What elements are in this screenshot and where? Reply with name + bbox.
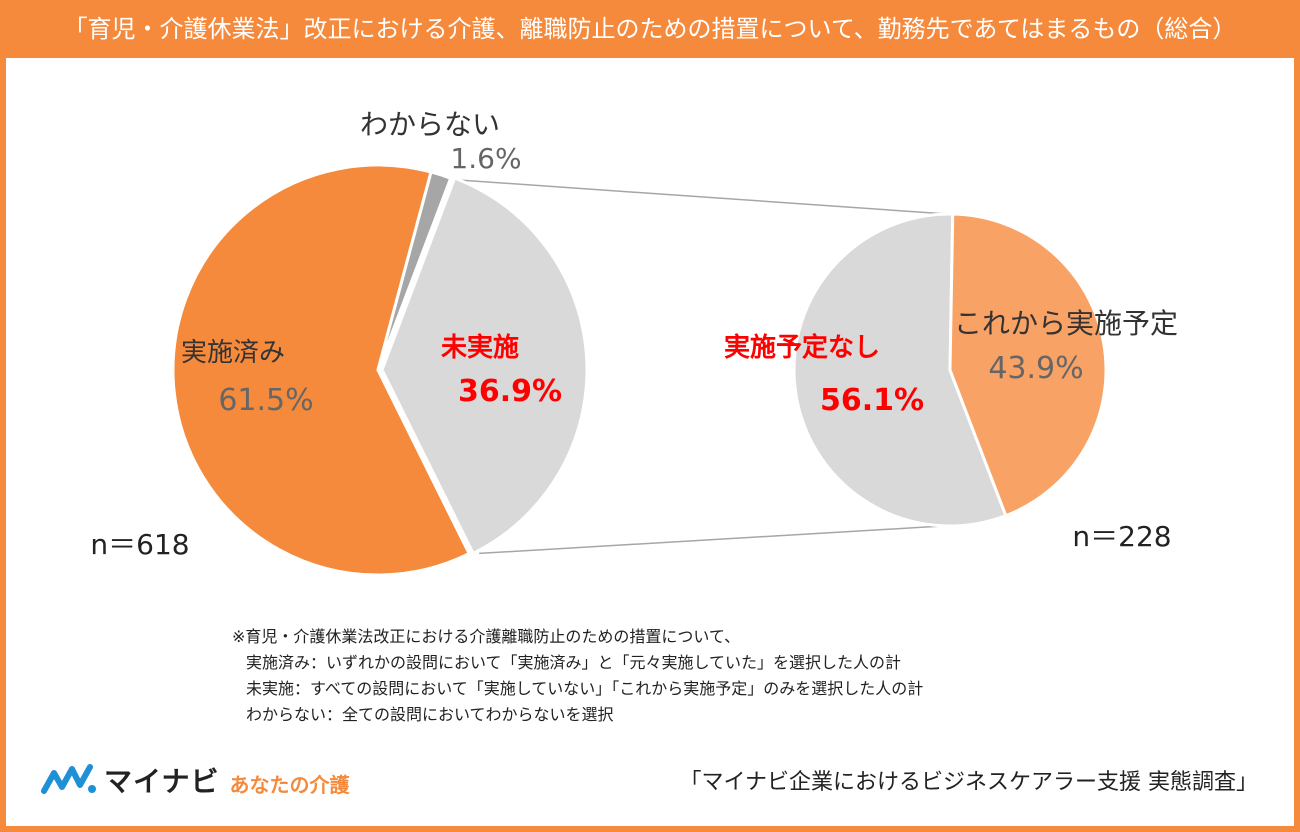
slice-label: わからない [360, 108, 500, 141]
slice-value-label: 61.5% [218, 383, 313, 418]
logo-sub-text: あなたの介護 [229, 772, 350, 797]
footnote-line: ※育児・介護休業法改正における介護離職防止のための措置について、 [232, 627, 741, 646]
slice-label: 実施済み [181, 338, 285, 368]
connector-line [460, 179, 948, 215]
mynavi-logo-icon [41, 764, 96, 794]
brand-logo: マイナビ あなたの介護 [40, 760, 349, 800]
slice-label: 未実施 [441, 332, 519, 363]
pie-slice-not-implemented [380, 176, 589, 555]
connector-line [479, 525, 945, 555]
footnote-line: 未実施：すべての設問において「実施していない」「これから実施予定」のみを選択した… [246, 679, 924, 698]
slice-label: これから実施予定 [954, 307, 1178, 340]
sample-size-label: n＝618 [90, 528, 189, 561]
footnote: ※育児・介護休業法改正における介護離職防止のための措置について、 実施済み：いず… [232, 624, 923, 728]
footnote-line: わからない：全ての設問においてわからないを選択 [246, 705, 614, 724]
logo-brand-text: マイナビ [104, 765, 220, 798]
slice-value-label: 56.1% [820, 383, 924, 418]
page-title: 「育児・介護休業法」改正における介護、離職防止のための措置について、勤務先であて… [0, 0, 1300, 58]
slice-value-label: 36.9% [458, 374, 562, 409]
pie-slice-implemented [171, 163, 471, 577]
pie-slice-no-plan [792, 212, 1008, 528]
source-caption: 「マイナビ企業におけるビジネスケアラー支援 実態調査」 [679, 770, 1258, 795]
sample-size-label: n＝228 [1072, 520, 1171, 553]
slice-label: 実施予定なし [724, 332, 880, 363]
footnote-line: 実施済み：いずれかの設問において「実施済み」と「元々実施していた」を選択した人の… [246, 653, 902, 672]
pie-slice-planned [948, 212, 1108, 518]
slice-value-label: 1.6% [450, 142, 521, 175]
pie-slice-unknown [376, 170, 453, 372]
slice-value-label: 43.9% [988, 351, 1083, 386]
